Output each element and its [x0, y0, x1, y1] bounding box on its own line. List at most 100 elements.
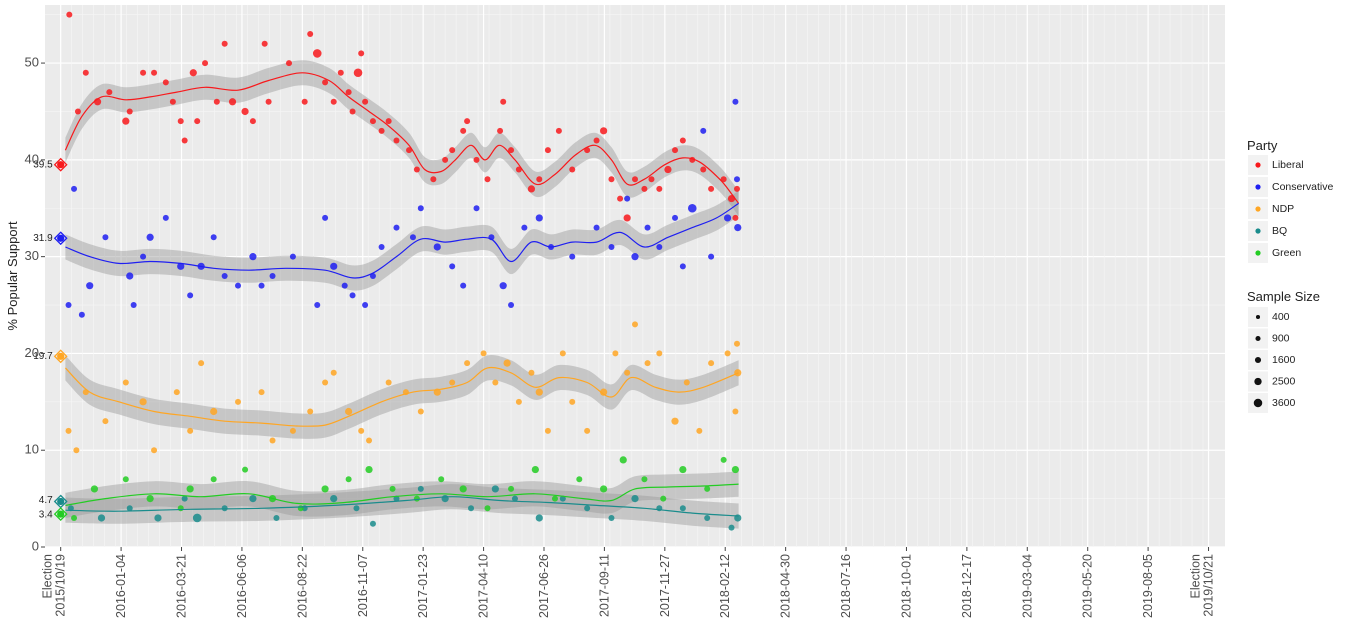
legend-swatch-conservative: [1255, 184, 1261, 190]
poll-point-ndp: [449, 379, 456, 386]
poll-point-conservative: [433, 243, 441, 251]
poll-point-green: [619, 456, 627, 464]
poll-point-bq: [584, 505, 591, 512]
legend-label-green: Green: [1272, 247, 1301, 259]
poll-point-conservative: [314, 302, 321, 309]
poll-point-liberal: [460, 127, 467, 134]
sample-size-legend-title: Sample Size: [1247, 289, 1320, 304]
poll-point-ndp: [535, 388, 543, 396]
poll-point-conservative: [140, 253, 147, 260]
poll-point-conservative: [687, 203, 697, 213]
poll-point-liberal: [265, 98, 272, 105]
election-value-label: 39.5: [33, 159, 53, 170]
poll-point-ndp: [480, 350, 487, 357]
poll-point-liberal: [345, 89, 352, 96]
y-tick-label: 20: [25, 345, 39, 360]
poll-point-ndp: [258, 389, 265, 396]
sample-size-legend: Sample Size 400 900 1600 2500 3600: [1247, 289, 1320, 413]
poll-point-green: [720, 456, 727, 463]
x-tick-label: 2017-04-10: [477, 554, 491, 618]
poll-point-conservative: [362, 302, 369, 309]
poll-point-ndp: [492, 379, 499, 386]
poll-point-green: [321, 485, 329, 493]
poll-point-ndp: [696, 427, 703, 434]
poll-point-liberal: [430, 176, 437, 183]
poll-point-green: [551, 495, 558, 502]
election-point-liberal: [57, 161, 65, 169]
x-tick-label: 2017-01-23: [416, 554, 430, 618]
poll-point-conservative: [249, 253, 257, 261]
poll-point-bq: [181, 495, 188, 502]
poll-point-liberal: [648, 176, 655, 183]
poll-point-ndp: [65, 427, 72, 434]
poll-point-ndp: [733, 340, 740, 347]
poll-point-liberal: [515, 166, 522, 173]
poll-point-green: [459, 485, 467, 493]
poll-point-conservative: [700, 127, 707, 134]
poll-point-liberal: [656, 185, 663, 192]
y-axis-label: % Popular Support: [5, 221, 20, 331]
poll-point-green: [660, 495, 667, 502]
poll-point-liberal: [202, 60, 209, 67]
poll-point-conservative: [593, 224, 600, 231]
poll-point-ndp: [503, 359, 511, 367]
poll-point-conservative: [130, 302, 137, 309]
legend-label-conservative: Conservative: [1272, 181, 1333, 193]
poll-point-green: [297, 505, 304, 512]
poll-point-ndp: [724, 350, 731, 357]
poll-point-conservative: [65, 302, 72, 309]
poll-point-green: [177, 505, 184, 512]
legend-label-liberal: Liberal: [1272, 159, 1304, 171]
legend-size-label: 3600: [1272, 397, 1296, 409]
poll-point-conservative: [732, 98, 739, 105]
poll-point-conservative: [210, 234, 217, 241]
poll-point-conservative: [460, 282, 467, 289]
poll-point-liberal: [241, 107, 249, 116]
poll-point-liberal: [641, 185, 648, 192]
poll-point-ndp: [187, 427, 194, 434]
poll-point-liberal: [464, 118, 471, 125]
poll-point-ndp: [139, 398, 147, 406]
poll-point-liberal: [617, 195, 624, 202]
poll-point-liberal: [82, 69, 89, 76]
poll-point-ndp: [624, 369, 631, 376]
x-tick-label: 2019-05-20: [1081, 554, 1095, 618]
legend-label-ndp: NDP: [1272, 203, 1294, 215]
poll-point-conservative: [102, 234, 109, 241]
legend-label-bq: BQ: [1272, 225, 1287, 237]
poll-point-conservative: [187, 292, 194, 299]
poll-point-bq: [330, 495, 338, 503]
poll-point-ndp: [210, 407, 218, 416]
election-point-ndp: [57, 352, 65, 360]
poll-point-liberal: [569, 166, 576, 173]
confidence-band-bq: [65, 484, 739, 529]
legend-size-swatch: [1253, 398, 1263, 408]
poll-point-liberal: [312, 49, 322, 58]
election-marker-green: [53, 507, 68, 522]
poll-point-bq: [353, 505, 360, 512]
poll-point-ndp: [632, 321, 638, 328]
y-axis: 0 10 20 30 40 50: [25, 55, 45, 553]
election-point-conservative: [57, 234, 65, 242]
x-tick-label: 2016-08-22: [295, 554, 309, 618]
trend-line-bq: [65, 496, 739, 517]
legend-size-swatch: [1254, 356, 1262, 364]
poll-point-ndp: [345, 407, 353, 416]
y-tick-label: 30: [25, 248, 39, 263]
poll-point-ndp: [173, 389, 180, 396]
poll-point-liberal: [508, 147, 515, 154]
poll-point-green: [345, 476, 352, 483]
y-tick-label: 10: [25, 442, 39, 457]
poll-point-ndp: [612, 350, 619, 357]
poll-point-liberal: [307, 31, 314, 38]
legend-size-label: 1600: [1272, 354, 1296, 366]
poll-point-liberal: [708, 185, 715, 192]
poll-point-liberal: [189, 69, 197, 77]
poll-point-green: [242, 466, 249, 473]
poll-point-conservative: [608, 243, 615, 250]
poll-point-conservative: [733, 176, 740, 183]
legend-size-swatch: [1255, 335, 1261, 342]
poll-point-ndp: [708, 360, 715, 367]
poll-point-liberal: [213, 98, 220, 105]
poll-point-green: [71, 514, 78, 521]
